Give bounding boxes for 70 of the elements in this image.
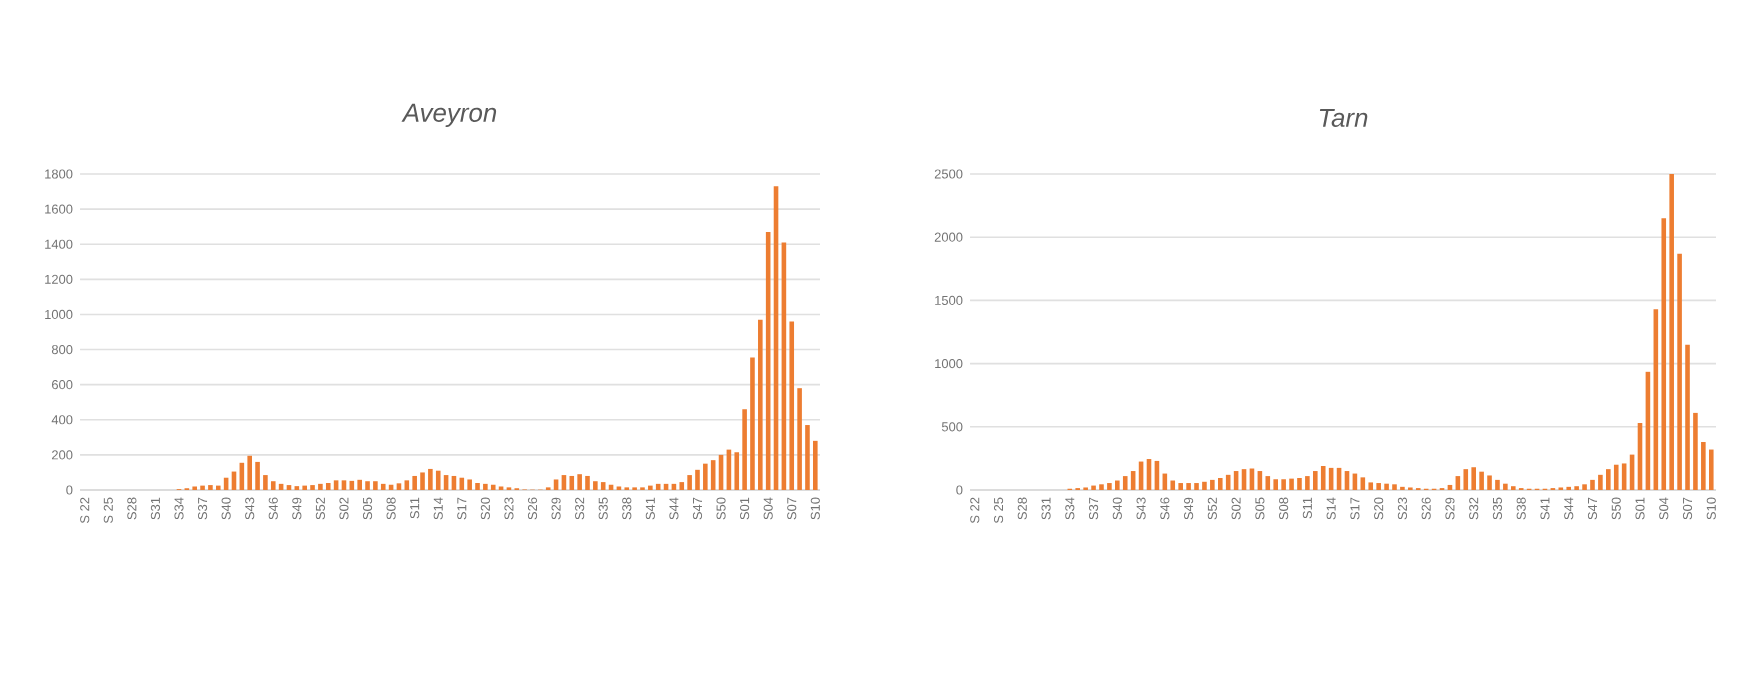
bar (679, 482, 685, 490)
bar (365, 481, 370, 490)
bar (1463, 469, 1469, 490)
bar (695, 469, 700, 490)
bar (1479, 471, 1484, 490)
chart-title: Tarn (1319, 108, 1368, 127)
bar (1582, 484, 1587, 490)
bar (318, 483, 323, 490)
bar (553, 479, 559, 490)
bar (569, 475, 575, 490)
bar (1368, 482, 1374, 490)
bar (467, 479, 472, 490)
bar (255, 461, 260, 490)
bar (396, 483, 402, 490)
bar (1360, 477, 1366, 490)
chart-title: Aveyron (401, 103, 497, 127)
bar (333, 480, 339, 490)
bar (1178, 483, 1183, 490)
bar (1708, 449, 1714, 490)
bar (1606, 469, 1611, 490)
bar (1273, 479, 1279, 490)
bar (1598, 474, 1603, 490)
bar (380, 483, 386, 490)
bar (404, 480, 410, 490)
bar (325, 482, 331, 490)
bar (270, 481, 276, 490)
bar (593, 481, 598, 490)
bar (1099, 484, 1104, 490)
bar (600, 482, 606, 490)
bar (1115, 480, 1120, 490)
bar (1217, 477, 1223, 490)
bar (1376, 483, 1381, 490)
bar (1265, 476, 1271, 490)
bar (585, 475, 590, 490)
bar (1281, 479, 1286, 490)
bar (420, 472, 425, 490)
bar (475, 482, 480, 490)
bar (687, 475, 692, 490)
bar (1669, 173, 1674, 490)
bar (1613, 464, 1619, 490)
bar (703, 463, 708, 490)
bar (1186, 483, 1191, 490)
bar (483, 483, 488, 490)
bar (412, 475, 417, 490)
bar (1320, 465, 1326, 490)
bar (1170, 480, 1176, 490)
bar (1503, 483, 1508, 490)
bar (1202, 481, 1207, 490)
bar (1471, 467, 1476, 490)
bar (341, 480, 347, 490)
bar (1305, 476, 1310, 490)
bar (428, 468, 433, 490)
bar (1392, 484, 1397, 490)
bar (490, 484, 496, 490)
bar (357, 479, 362, 490)
bar (577, 474, 582, 490)
bar (1107, 483, 1112, 490)
bar (435, 470, 441, 490)
bar (1122, 476, 1128, 490)
bar (373, 481, 378, 490)
bar (247, 455, 252, 490)
bar (1487, 475, 1492, 490)
bar (1194, 483, 1199, 490)
bar (1289, 478, 1294, 490)
bar (1297, 477, 1302, 490)
bar (1495, 479, 1500, 490)
bar (1313, 471, 1318, 490)
bar (1590, 479, 1595, 490)
bar (1210, 479, 1215, 490)
bar (1384, 483, 1389, 490)
